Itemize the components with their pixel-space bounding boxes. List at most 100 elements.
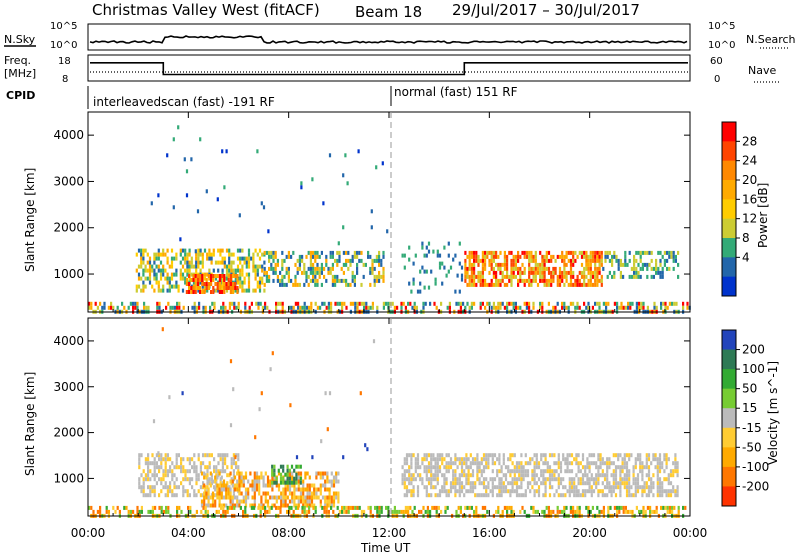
velocity-cell — [288, 499, 292, 504]
power-cell — [475, 250, 478, 255]
power-cell — [635, 250, 638, 255]
power-cell — [672, 266, 675, 271]
velocity-cell — [412, 489, 415, 494]
velocity-cell — [493, 485, 497, 490]
velocity-cell — [652, 453, 655, 458]
velocity-cell — [286, 464, 289, 469]
velocity-cell — [253, 495, 256, 500]
velocity-cell — [641, 465, 644, 470]
velocity-cell — [213, 485, 216, 490]
power-cell — [512, 270, 515, 275]
velocity-cell — [217, 461, 220, 466]
power-cell — [279, 270, 282, 275]
velocity-cell — [324, 471, 327, 476]
velocity-cell — [608, 489, 611, 494]
velocity-cell — [467, 477, 470, 482]
power-cell — [371, 301, 374, 306]
velocity-cell — [116, 505, 119, 510]
velocity-cell — [634, 465, 637, 470]
velocity-cell — [570, 481, 574, 486]
velocity-cell — [235, 461, 238, 466]
power-cell — [227, 274, 230, 278]
power-cell — [241, 288, 244, 293]
power-cell — [580, 274, 584, 279]
power-cell — [550, 258, 553, 263]
velocity-cell — [308, 495, 311, 500]
velocity-cell — [244, 503, 248, 508]
velocity-cell — [324, 483, 327, 488]
power-cell — [438, 253, 442, 258]
power-cell — [166, 260, 169, 265]
power-cell — [320, 270, 323, 275]
power-cell — [236, 274, 239, 278]
velocity-cell — [188, 481, 191, 486]
power-cell — [523, 282, 526, 287]
velocity-cell — [568, 485, 571, 490]
velocity-cell — [632, 473, 635, 478]
power-cell — [281, 282, 284, 287]
velocity-cell — [500, 477, 503, 482]
velocity-cell — [320, 439, 323, 444]
velocity-cell — [603, 473, 607, 478]
power-cell — [325, 278, 328, 283]
power-cell — [221, 284, 224, 289]
power-cell — [459, 305, 462, 310]
power-cell — [574, 278, 577, 283]
power-cell — [307, 274, 310, 279]
velocity-cell — [650, 489, 653, 494]
power-cell — [228, 301, 231, 306]
cpid-mode-2: normal (fast) 151 RF — [394, 85, 518, 99]
velocity-cell — [617, 457, 620, 462]
power-cell — [263, 288, 266, 293]
power-cell — [541, 278, 544, 283]
velocity-cell — [656, 465, 659, 470]
power-cell — [135, 284, 138, 289]
power-cell — [123, 305, 126, 310]
velocity-cell — [204, 465, 207, 470]
power-cell — [545, 282, 548, 287]
power-cell — [622, 274, 625, 279]
velocity-cell — [584, 465, 587, 470]
velocity-cell — [425, 473, 428, 478]
velocity-cell — [277, 471, 281, 476]
velocity-cell — [452, 473, 455, 478]
velocity-cell — [625, 465, 629, 470]
power-cell — [229, 282, 232, 286]
velocity-cell — [288, 483, 292, 488]
velocity-cell — [619, 481, 622, 486]
velocity-cell — [240, 483, 243, 488]
velocity-cell — [153, 473, 156, 478]
power-cell — [664, 305, 667, 310]
power-cell — [473, 254, 476, 259]
velocity-cell — [595, 481, 598, 486]
power-cell — [140, 260, 143, 265]
velocity-cell — [630, 453, 633, 458]
velocity-cell — [136, 509, 139, 514]
power-cell — [682, 305, 685, 310]
velocity-cell — [509, 469, 512, 474]
velocity-cell — [424, 509, 427, 514]
velocity-cell — [282, 480, 285, 485]
velocity-cell — [219, 481, 222, 486]
power-cell — [179, 237, 182, 242]
velocity-cell — [326, 427, 329, 432]
power-cell — [422, 301, 425, 306]
power-cell — [596, 266, 599, 271]
power-cell — [206, 252, 209, 257]
velocity-cell — [584, 469, 587, 474]
power-cell — [642, 305, 645, 310]
velocity-cell — [423, 465, 426, 470]
velocity-cell — [591, 505, 594, 510]
velocity-cell — [522, 465, 525, 470]
velocity-cell — [430, 493, 433, 498]
velocity-cell — [500, 465, 503, 470]
velocity-cell — [557, 493, 560, 498]
velocity-cell — [502, 481, 505, 486]
velocity-cell — [588, 481, 591, 486]
velocity-cell — [229, 423, 233, 428]
power-cell — [283, 274, 286, 279]
velocity-cell — [640, 509, 643, 514]
power-cell — [358, 301, 361, 306]
velocity-cell — [204, 489, 207, 494]
power-cell — [261, 264, 264, 269]
